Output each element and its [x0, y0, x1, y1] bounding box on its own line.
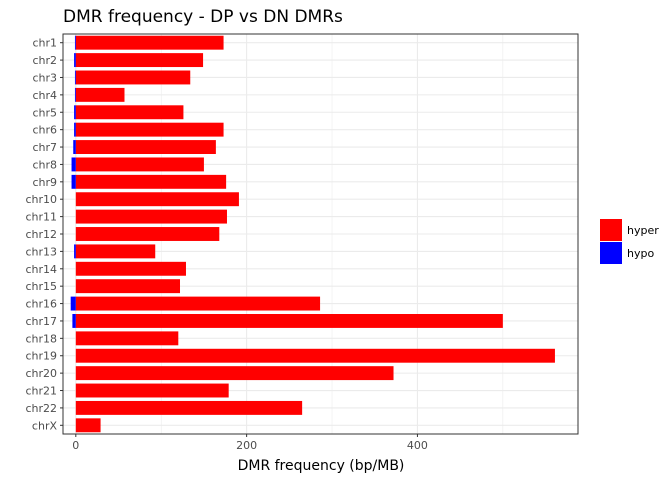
bar-hyper-chr19 — [75, 348, 555, 363]
y-tick-label: chr1 — [32, 37, 57, 50]
bar-hyper-chr14 — [75, 261, 186, 276]
bar-hyper-chr13 — [75, 244, 156, 259]
y-axis-ticks: chr1 chr2 chr3 chr4 chr5 chr6 chr7 chr8 chr9 chr1… — [25, 37, 63, 432]
y-tick-label: chr18 — [25, 332, 57, 345]
x-tick-label: 0 — [72, 439, 79, 452]
y-tick-label: chr8 — [32, 158, 57, 171]
y-tick-label: chr16 — [25, 298, 57, 311]
bar-hyper-chr5 — [75, 105, 184, 120]
bar-hyper-chr7 — [75, 140, 216, 154]
y-tick-label: chr15 — [25, 280, 57, 293]
bar-hypo-chr5 — [74, 105, 76, 120]
y-tick-label: chr17 — [25, 315, 57, 328]
legend-key-hypo — [600, 242, 622, 264]
y-tick-label: chr4 — [32, 89, 57, 102]
bar-hyper-chr12 — [75, 227, 220, 241]
y-tick-label: chr13 — [25, 245, 57, 258]
bar-hypo-chr16 — [70, 296, 76, 311]
x-tick-label: 200 — [236, 439, 257, 452]
bar-hypo-chr7 — [73, 140, 76, 154]
y-tick-label: chr21 — [25, 385, 57, 398]
bar-hypo-chr6 — [74, 122, 76, 137]
y-tick-label: chr10 — [25, 193, 57, 206]
y-tick-label: chr19 — [25, 350, 57, 363]
y-tick-label: chr14 — [25, 263, 57, 276]
bar-hyper-chr16 — [75, 296, 321, 311]
y-tick-label: chr22 — [25, 402, 57, 415]
bar-hypo-chr1 — [74, 35, 76, 50]
bar-hyper-chr20 — [75, 366, 394, 381]
bar-hypo-chr13 — [74, 244, 76, 259]
y-tick-label: chr12 — [25, 228, 57, 241]
plot-area — [62, 33, 579, 435]
bar-hyper-chr22 — [75, 400, 303, 415]
bar-hyper-chr10 — [75, 192, 239, 207]
bar-hyper-chr21 — [75, 383, 229, 398]
y-tick-label: chr7 — [32, 141, 57, 154]
bar-hypo-chr17 — [72, 314, 76, 328]
y-tick-label: chr11 — [25, 211, 57, 224]
bar-hyper-chr4 — [75, 87, 125, 102]
bar-hyper-chr3 — [75, 70, 191, 85]
bar-hypo-chr9 — [71, 174, 76, 189]
y-tick-label: chr9 — [32, 176, 57, 189]
legend-key-hyper — [600, 219, 622, 241]
bar-hypo-chr4 — [74, 87, 76, 102]
bar-hypo-chr2 — [74, 53, 76, 68]
bar-hyper-chr11 — [75, 209, 227, 224]
bar-hyper-chr18 — [75, 331, 179, 346]
legend-label-hypo: hypo — [627, 247, 654, 260]
y-tick-label: chr20 — [25, 367, 57, 380]
bar-hyper-chr2 — [75, 53, 204, 68]
legend-label-hyper: hyper — [627, 224, 659, 237]
bar-hyper-chr17 — [75, 314, 503, 328]
x-axis-title: DMR frequency (bp/MB) — [238, 458, 405, 474]
x-tick-label: 400 — [407, 439, 428, 452]
legend: hyper hypo — [600, 219, 659, 264]
x-axis-ticks: 0 200 400 — [72, 434, 428, 452]
bar-hyper-chr15 — [75, 279, 181, 294]
y-tick-label: chr3 — [32, 71, 57, 84]
bar-hyper-chr8 — [75, 157, 204, 172]
chart-title: DMR frequency - DP vs DN DMRs — [63, 7, 343, 27]
bar-hyper-chr9 — [75, 174, 227, 189]
y-tick-label: chr2 — [32, 54, 57, 67]
bar-hypo-chr3 — [74, 70, 76, 85]
y-tick-label: chr5 — [32, 106, 57, 119]
bar-hyper-chr6 — [75, 122, 224, 137]
bar-hypo-chr8 — [71, 157, 76, 172]
y-tick-label: chr6 — [32, 124, 57, 137]
bar-hyper-chrX — [75, 418, 101, 433]
y-tick-label: chrX — [32, 419, 58, 432]
bar-hyper-chr1 — [75, 35, 224, 50]
